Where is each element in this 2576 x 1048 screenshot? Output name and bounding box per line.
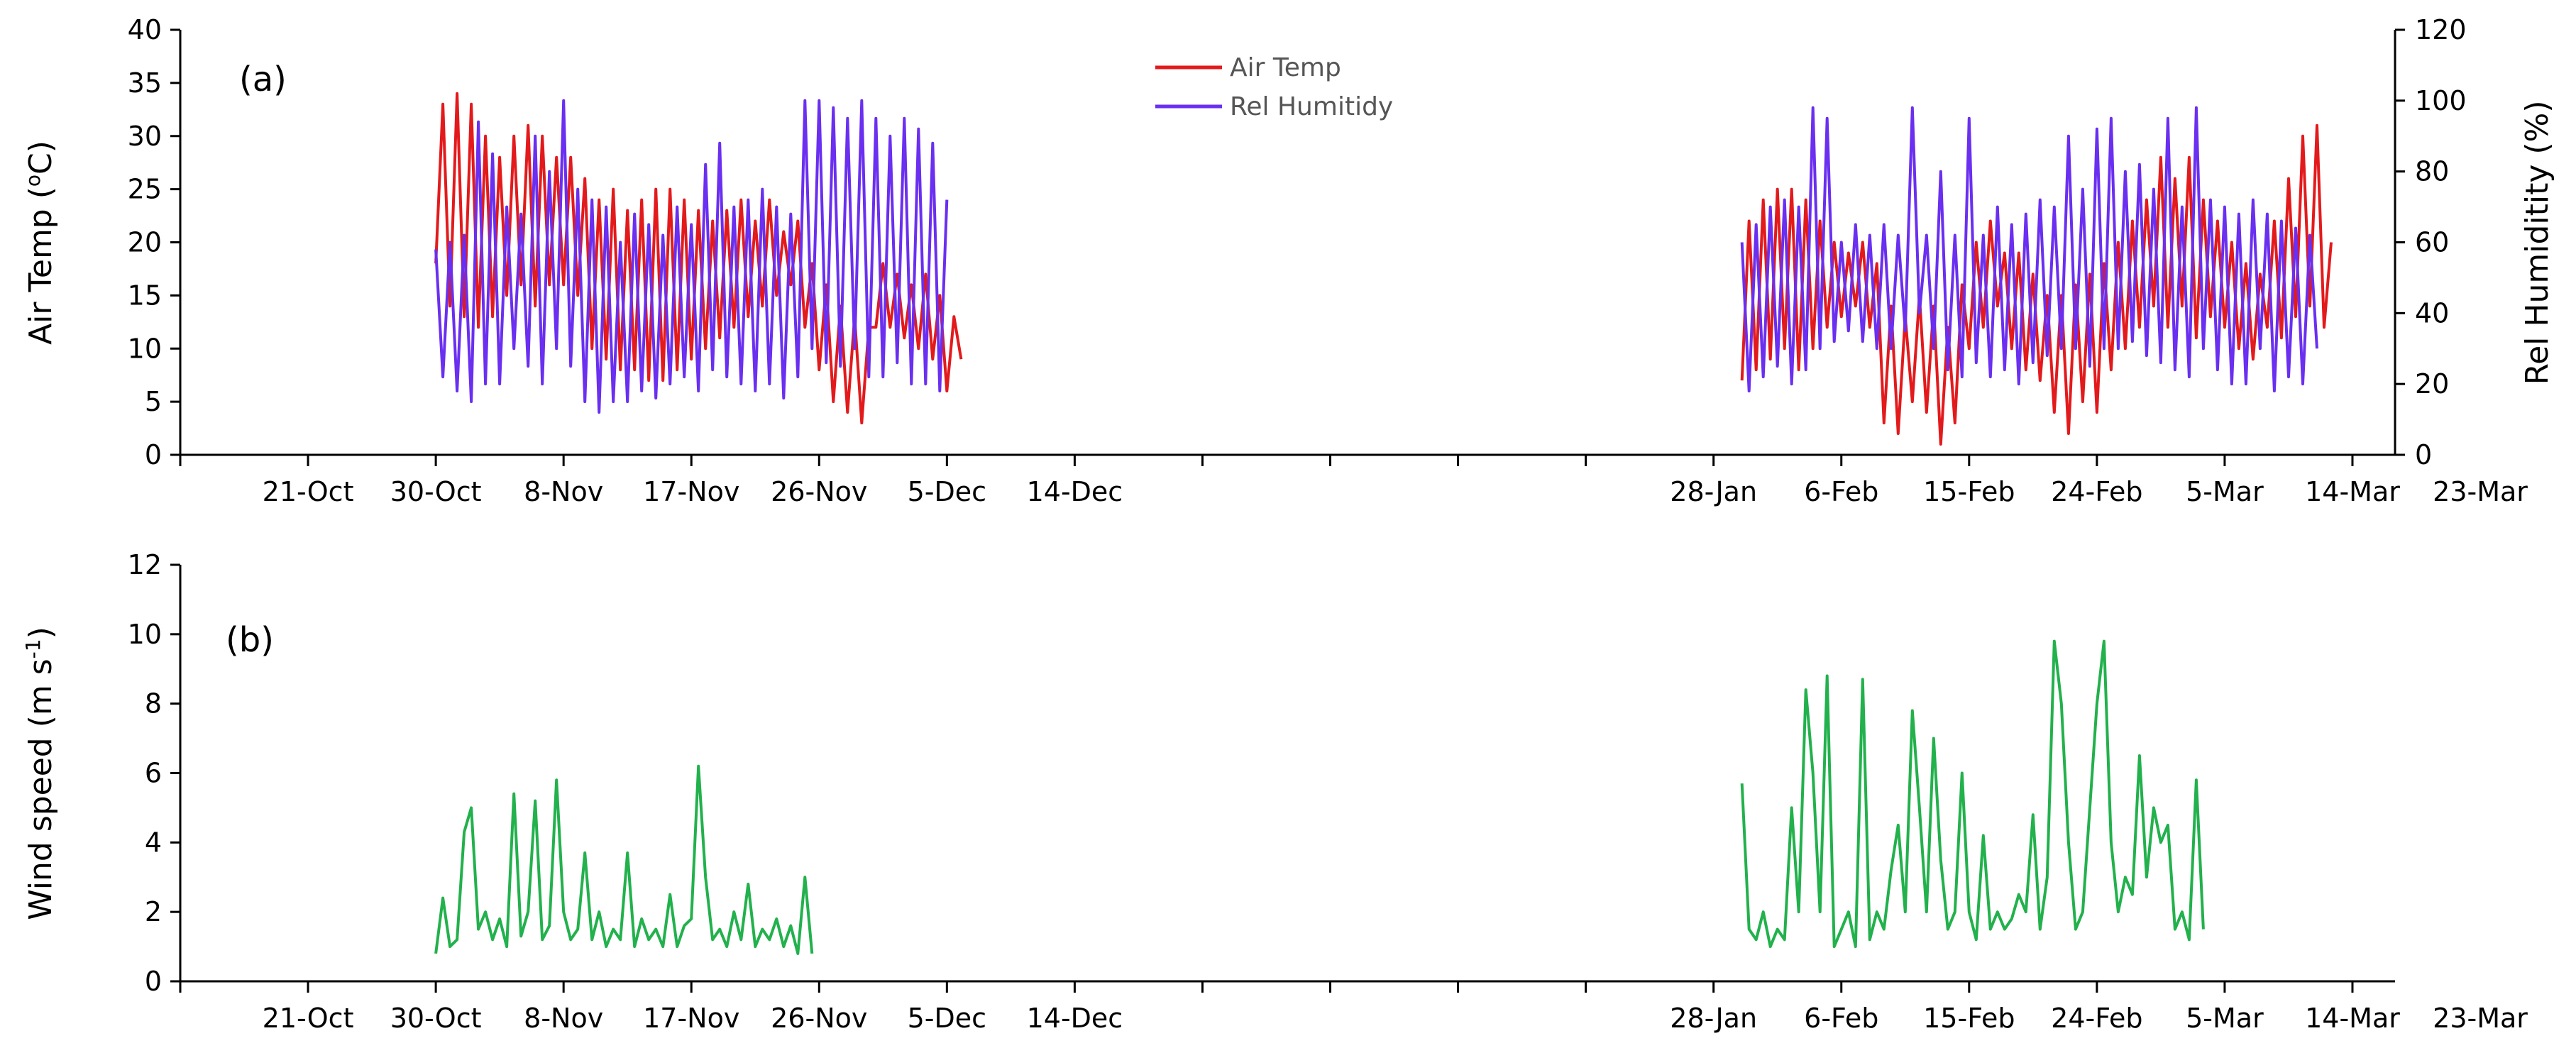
x-tick-label: 28-Jan	[1670, 1003, 1757, 1034]
series-line-air-temp	[434, 92, 963, 425]
legend-label-rel-humidity: Rel Humitidy	[1230, 92, 1393, 121]
panel-a-x-ticks: 21-Oct 30-Oct 8-Nov 17-Nov 26-Nov 5-Dec 14-Dec…	[179, 455, 2528, 507]
panel-b-plot-area	[434, 639, 2205, 955]
panel-b-left-axis-title: Wind speed (m s-1)	[21, 627, 59, 920]
legend-label-air-temp: Air Temp	[1230, 53, 1341, 82]
legend: Air Temp Rel Humitidy	[1155, 53, 1393, 121]
x-tick-label: 14-Mar	[2305, 1003, 2400, 1034]
y-right-tick-label: 40	[2415, 297, 2449, 329]
x-tick-label: 30-Oct	[390, 1003, 482, 1034]
panel-b: 0 2 4 6 8 10 12 21-Oct 30-Oct 8-Nov 17-Nov 26-Nov 5…	[21, 549, 2528, 1034]
x-tick-label: 23-Mar	[2433, 476, 2528, 507]
y-tick-label: 2	[145, 896, 162, 927]
x-tick-label: 17-Nov	[643, 476, 739, 507]
panel-a-right-ticks: 0 20 40 60 80 100 120	[2395, 14, 2467, 470]
x-tick-label: 28-Jan	[1670, 476, 1757, 507]
y-tick-label: 5	[145, 386, 162, 417]
panel-b-left-ticks: 0 2 4 6 8 10 12	[128, 549, 180, 997]
y-tick-label: 20	[128, 227, 162, 258]
panel-a-left-axis-title: Air Temp (oC)	[21, 140, 59, 345]
panel-b-x-ticks: 21-Oct 30-Oct 8-Nov 17-Nov 26-Nov 5-Dec 14-Dec…	[179, 981, 2528, 1034]
panel-a-label: (a)	[239, 60, 287, 99]
y-tick-label: 4	[145, 827, 162, 858]
x-tick-label: 5-Mar	[2186, 1003, 2264, 1034]
x-tick-label: 14-Mar	[2305, 476, 2400, 507]
series-line-rel-humitidy	[434, 99, 949, 414]
x-tick-label: 14-Dec	[1027, 1003, 1123, 1034]
x-tick-label: 14-Dec	[1027, 476, 1123, 507]
panel-b-label: (b)	[226, 620, 274, 660]
y-right-tick-label: 60	[2415, 227, 2449, 258]
x-tick-label: 15-Feb	[1923, 1003, 2015, 1034]
y-right-tick-label: 120	[2415, 14, 2467, 45]
panel-a: 0 5 10 15 20 25 30 35 40 0 20 40 60 80 100 120 21-Oct 3…	[21, 14, 2555, 507]
panel-a-right-axis-title: Rel Humiditity (%)	[2519, 101, 2555, 385]
x-tick-label: 8-Nov	[524, 476, 603, 507]
x-tick-label: 15-Feb	[1923, 476, 2015, 507]
y-tick-label: 8	[145, 688, 162, 719]
x-tick-label: 26-Nov	[771, 476, 867, 507]
y-tick-label: 6	[145, 758, 162, 789]
x-tick-label: 6-Feb	[1804, 1003, 1878, 1034]
y-tick-label: 25	[128, 174, 162, 205]
x-tick-label: 21-Oct	[263, 1003, 354, 1034]
x-tick-label: 17-Nov	[643, 1003, 739, 1034]
x-tick-label: 21-Oct	[263, 476, 354, 507]
series-line-wind-speed	[1740, 639, 2205, 949]
y-tick-label: 0	[145, 439, 162, 470]
x-tick-label: 23-Mar	[2433, 1003, 2528, 1034]
x-tick-label: 24-Feb	[2051, 476, 2142, 507]
x-tick-label: 24-Feb	[2051, 1003, 2142, 1034]
x-tick-label: 26-Nov	[771, 1003, 867, 1034]
y-right-tick-label: 80	[2415, 156, 2449, 187]
y-tick-label: 10	[128, 333, 162, 364]
panel-a-plot-area	[434, 92, 2333, 446]
y-right-tick-label: 100	[2415, 85, 2467, 116]
x-tick-label: 5-Dec	[908, 1003, 986, 1034]
series-line-rel-humitidy	[1740, 106, 2318, 393]
x-tick-label: 5-Mar	[2186, 476, 2264, 507]
series-line-wind-speed	[434, 764, 814, 955]
y-tick-label: 10	[128, 619, 162, 650]
x-tick-label: 30-Oct	[390, 476, 482, 507]
y-tick-label: 12	[128, 549, 162, 580]
y-tick-label: 40	[128, 14, 162, 45]
x-tick-label: 5-Dec	[908, 476, 986, 507]
series-line-air-temp	[1740, 123, 2333, 446]
y-tick-label: 15	[128, 280, 162, 311]
y-right-tick-label: 0	[2415, 439, 2432, 470]
y-right-tick-label: 20	[2415, 368, 2449, 399]
x-tick-label: 6-Feb	[1804, 476, 1878, 507]
x-tick-label: 8-Nov	[524, 1003, 603, 1034]
panel-a-left-ticks: 0 5 10 15 20 25 30 35 40	[128, 14, 180, 470]
y-tick-label: 35	[128, 67, 162, 99]
y-tick-label: 0	[145, 966, 162, 997]
y-tick-label: 30	[128, 121, 162, 152]
